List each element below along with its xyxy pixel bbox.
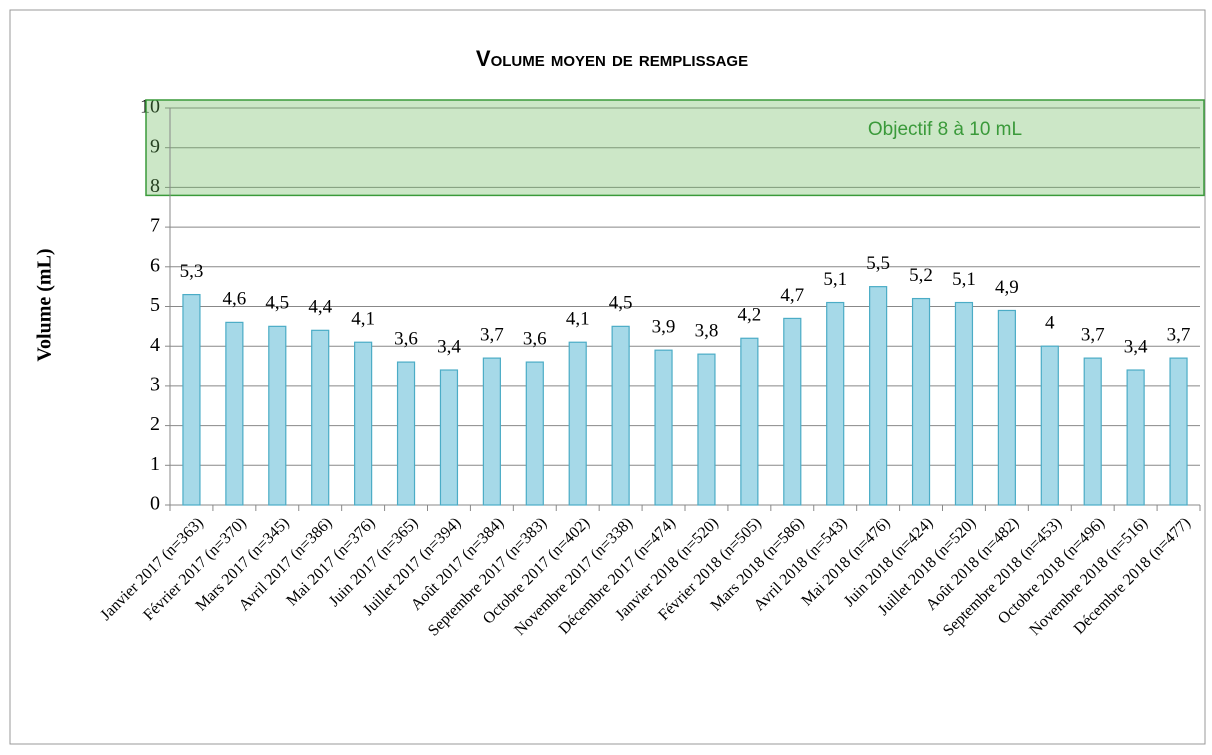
bar (1169, 357, 1188, 506)
bar (268, 325, 287, 506)
value-label: 3,4 (437, 336, 461, 357)
y-tick-label: 10 (140, 96, 160, 118)
value-label: 4,9 (995, 277, 1019, 298)
bar (1040, 345, 1059, 506)
y-tick-label: 6 (150, 254, 160, 276)
target-band-label: Objectif 8 à 10 mL (868, 119, 1022, 140)
chart-title: Volume moyen de remplissage (476, 46, 748, 71)
bar (697, 353, 716, 506)
bar (482, 357, 501, 506)
value-label: 3,6 (394, 328, 418, 349)
y-tick-label: 0 (150, 493, 160, 515)
value-label: 4,5 (609, 293, 633, 314)
bar (611, 325, 630, 506)
y-tick-label: 1 (150, 453, 160, 475)
bar (911, 297, 931, 506)
value-label: 4,5 (265, 293, 289, 314)
y-tick-label: 7 (150, 215, 160, 237)
value-label: 5,1 (952, 269, 976, 290)
bar (439, 369, 459, 506)
value-label: 3,7 (1167, 324, 1191, 345)
value-label: 4,6 (223, 289, 247, 310)
value-label: 5,1 (823, 269, 847, 290)
value-label: 4,1 (566, 309, 590, 330)
value-label: 3,7 (1081, 324, 1105, 345)
bar (997, 309, 1016, 506)
value-label: 3,9 (652, 317, 676, 338)
y-tick-label: 8 (150, 175, 160, 197)
bar (354, 341, 373, 506)
bar (740, 337, 759, 506)
value-label: 3,6 (523, 328, 547, 349)
bar (182, 293, 201, 506)
bar (311, 329, 330, 506)
y-tick-label: 2 (150, 413, 160, 435)
bar (826, 301, 845, 506)
value-label: 3,8 (695, 320, 719, 341)
bar (1126, 369, 1145, 506)
target-band (145, 99, 1205, 197)
bar (1083, 357, 1102, 506)
value-label: 5,3 (180, 261, 204, 282)
y-tick-label: 5 (150, 294, 160, 316)
value-label: 4,1 (351, 309, 375, 330)
value-label: 3,7 (480, 324, 504, 345)
value-label: 4,4 (308, 297, 332, 318)
bar (869, 286, 888, 506)
y-tick-label: 3 (150, 373, 160, 395)
value-label: 4,2 (738, 305, 762, 326)
bar (954, 301, 974, 506)
y-tick-label: 9 (150, 135, 160, 157)
value-label: 3,4 (1124, 336, 1148, 357)
y-axis-label: Volume (mL) (34, 248, 56, 361)
value-label: 5,5 (866, 253, 890, 274)
bar (396, 361, 416, 506)
bar (654, 349, 673, 506)
bar (783, 317, 802, 506)
value-label: 4,7 (780, 285, 804, 306)
value-label: 4 (1045, 313, 1055, 334)
bar (225, 321, 244, 506)
y-tick-label: 4 (150, 334, 160, 356)
value-label: 5,2 (909, 265, 933, 286)
bar (525, 361, 544, 506)
bar (568, 341, 587, 506)
